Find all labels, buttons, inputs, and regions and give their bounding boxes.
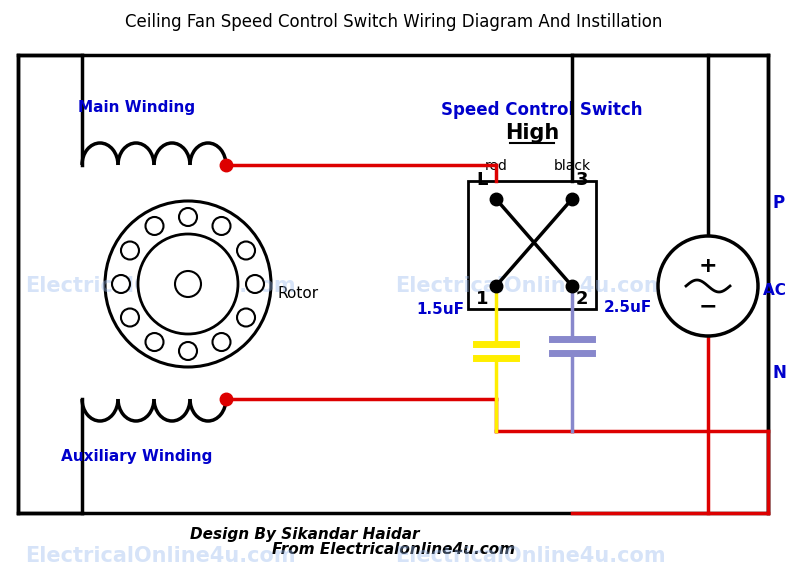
Text: 1.5uF: 1.5uF — [416, 303, 464, 317]
Circle shape — [212, 217, 230, 235]
Text: ElectricalOnline4u.com: ElectricalOnline4u.com — [394, 546, 665, 566]
Text: From Electricalonline4u.com: From Electricalonline4u.com — [272, 541, 515, 557]
Text: ElectricalOnline4u.com: ElectricalOnline4u.com — [24, 276, 295, 296]
Text: red: red — [484, 159, 507, 173]
Circle shape — [237, 242, 255, 260]
Circle shape — [145, 217, 163, 235]
Text: +: + — [699, 256, 717, 276]
Text: black: black — [553, 159, 590, 173]
Text: N: N — [773, 364, 787, 382]
Text: P: P — [773, 194, 785, 212]
Text: ElectricalOnline4u.com: ElectricalOnline4u.com — [24, 546, 295, 566]
Circle shape — [145, 333, 163, 351]
Text: High: High — [505, 123, 559, 143]
Text: 3: 3 — [575, 171, 588, 189]
Text: L: L — [476, 171, 488, 189]
Circle shape — [121, 309, 139, 327]
Circle shape — [246, 275, 264, 293]
Circle shape — [179, 208, 197, 226]
Text: Main Winding: Main Winding — [78, 100, 196, 115]
Text: ElectricalOnline4u.com: ElectricalOnline4u.com — [394, 276, 665, 296]
Text: −: − — [699, 296, 717, 316]
Text: 1: 1 — [476, 290, 488, 308]
Circle shape — [121, 242, 139, 260]
Text: Ceiling Fan Speed Control Switch Wiring Diagram And Instillation: Ceiling Fan Speed Control Switch Wiring … — [125, 13, 663, 31]
Circle shape — [237, 309, 255, 327]
Text: Speed Control Switch: Speed Control Switch — [441, 101, 643, 119]
Text: Design By Sikandar Haidar: Design By Sikandar Haidar — [190, 526, 420, 541]
Text: Auxiliary Winding: Auxiliary Winding — [62, 449, 213, 464]
Circle shape — [105, 201, 271, 367]
Circle shape — [112, 275, 130, 293]
Circle shape — [179, 342, 197, 360]
Bar — [18, 55, 768, 513]
Text: 2.5uF: 2.5uF — [604, 300, 653, 315]
Circle shape — [212, 333, 230, 351]
Circle shape — [175, 271, 201, 297]
Bar — [468, 181, 596, 309]
Text: 2: 2 — [575, 290, 588, 308]
Text: AC Supply: AC Supply — [763, 284, 789, 299]
Text: Rotor: Rotor — [278, 286, 319, 302]
Circle shape — [658, 236, 758, 336]
Circle shape — [138, 234, 238, 334]
